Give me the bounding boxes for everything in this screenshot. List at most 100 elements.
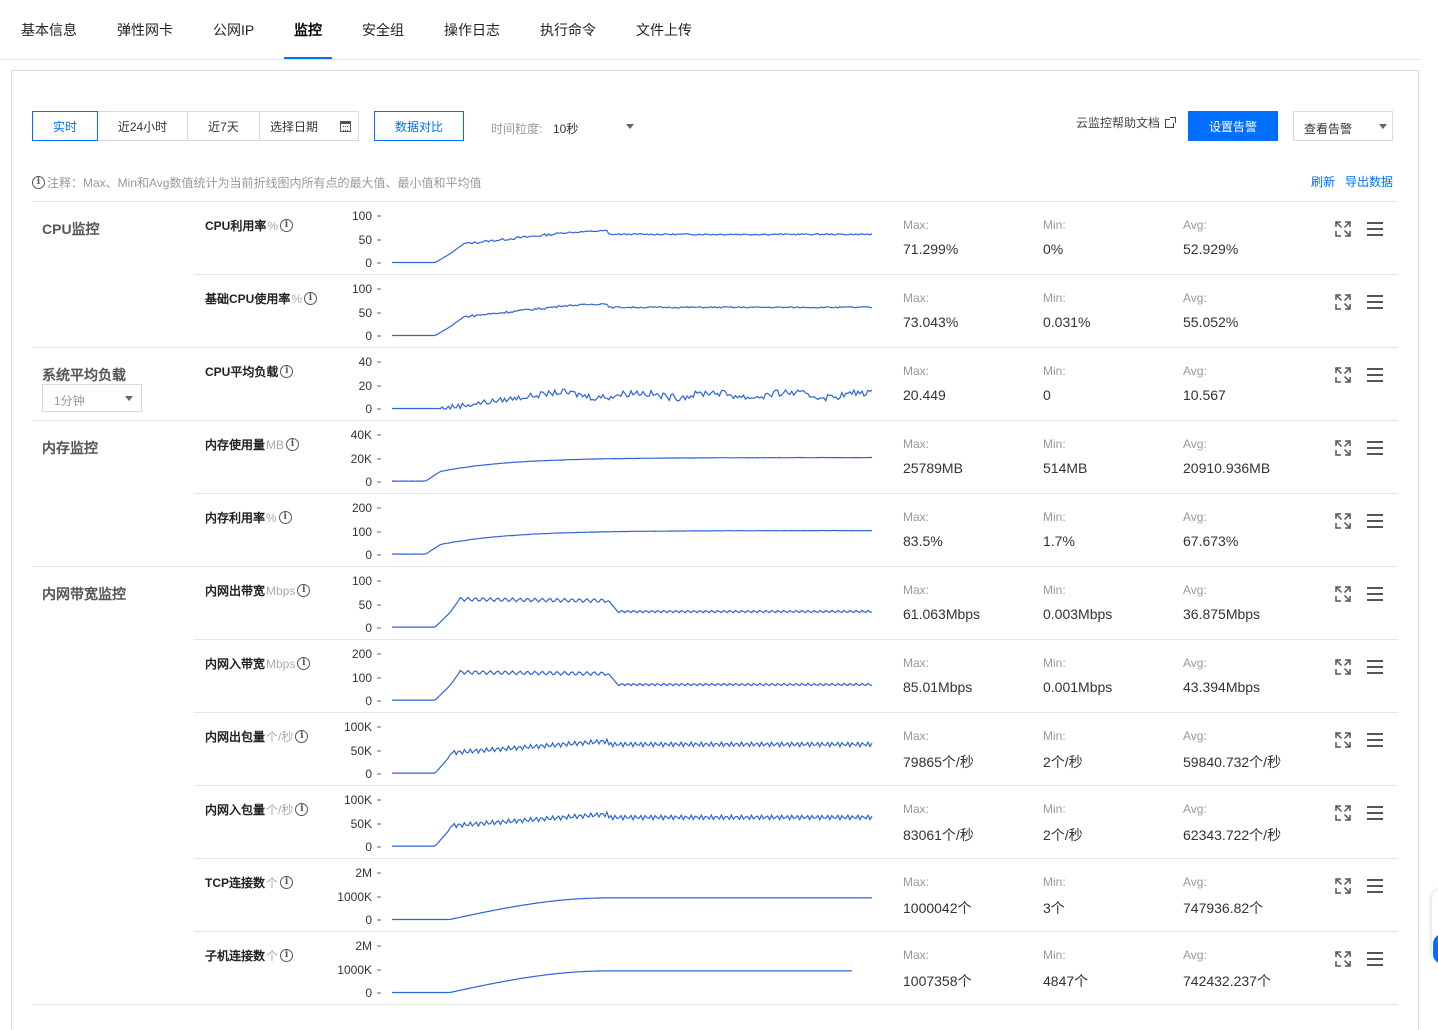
- metric-sparkline[interactable]: 2M 1000K 0: [337, 863, 879, 927]
- info-icon[interactable]: i: [280, 949, 294, 962]
- metric-title: 基础CPU使用率: [205, 292, 291, 306]
- info-icon[interactable]: i: [280, 365, 294, 378]
- min-label: Min:: [1043, 364, 1066, 378]
- tab-1[interactable]: 弹性网卡: [117, 22, 173, 38]
- export-data-link[interactable]: 导出数据: [1345, 175, 1394, 189]
- metric-name: 内网入包量 个/秒 i: [205, 801, 309, 818]
- menu-icon[interactable]: [1367, 951, 1383, 967]
- tab-7[interactable]: 文件上传: [636, 22, 692, 38]
- granularity-select[interactable]: 10秒: [548, 111, 638, 141]
- series-line: [392, 596, 873, 628]
- info-icon[interactable]: i: [297, 584, 311, 597]
- metric-sparkline[interactable]: 100 50 0: [339, 206, 879, 270]
- expand-icon[interactable]: [1335, 221, 1351, 237]
- metric-sparkline[interactable]: 100K 50K 0: [339, 790, 879, 854]
- date-picker[interactable]: 选择日期: [259, 111, 359, 141]
- expand-icon[interactable]: [1335, 805, 1351, 821]
- tab-2[interactable]: 公网IP: [213, 22, 255, 38]
- y-tick-label: 0: [365, 475, 372, 489]
- y-tick-label: 0: [365, 913, 372, 927]
- info-icon[interactable]: i: [297, 657, 311, 670]
- expand-icon[interactable]: [1335, 878, 1351, 894]
- tab-0[interactable]: 基本信息: [21, 22, 77, 38]
- floating-side-tab[interactable]: [1432, 890, 1438, 960]
- expand-icon[interactable]: [1335, 659, 1351, 675]
- range-7d-button[interactable]: 近7天: [187, 111, 260, 141]
- max-label: Max:: [903, 510, 930, 524]
- metric-name: 子机连接数个 i: [205, 947, 294, 964]
- metric-title: 内存利用率: [205, 511, 266, 525]
- help-doc-label: 云监控帮助文档: [1076, 116, 1161, 130]
- menu-icon-bar: [1367, 295, 1383, 297]
- tab-3[interactable]: 监控: [294, 22, 322, 38]
- menu-icon[interactable]: [1367, 805, 1383, 821]
- data-compare-button[interactable]: 数据对比: [374, 111, 464, 141]
- metric-title: CPU平均负载: [205, 365, 279, 379]
- max-value: 83061个/秒: [903, 827, 974, 843]
- info-icon[interactable]: i: [286, 438, 300, 451]
- min-value: 4847个: [1043, 973, 1089, 989]
- metric-sparkline[interactable]: 2M 1000K 0: [337, 936, 879, 1000]
- metric-row: CPU利用率% i 100 50 0 Max: 71.299% Min: 0% Avg: 52.92…: [194, 201, 1398, 274]
- expand-icon[interactable]: [1335, 951, 1351, 967]
- avg-value: 52.929%: [1183, 241, 1239, 257]
- metric-row: 内网出包量 个/秒 i 100K 50K 0 Max: 79865个/秒 Min: 2个/秒 Avg…: [194, 712, 1398, 785]
- chevron-down-icon: [125, 396, 133, 401]
- metric-sparkline[interactable]: 40K 20K 0: [339, 425, 879, 489]
- menu-icon[interactable]: [1367, 878, 1383, 894]
- expand-icon[interactable]: [1335, 732, 1351, 748]
- monitor-panel: 实时 近24小时 近7天 选择日期 数据对比 时间粒度: 10秒 云监控帮助文档…: [11, 70, 1419, 1030]
- menu-icon[interactable]: [1367, 440, 1383, 456]
- info-icon[interactable]: i: [295, 730, 309, 743]
- expand-icon[interactable]: [1335, 367, 1351, 383]
- info-icon[interactable]: i: [278, 511, 292, 524]
- max-label: Max:: [903, 583, 930, 597]
- max-label: Max:: [903, 656, 930, 670]
- y-tick-label: 200: [352, 647, 372, 661]
- series-line: [392, 970, 852, 994]
- info-icon[interactable]: i: [280, 876, 294, 889]
- load-period-select[interactable]: 1分钟: [42, 384, 142, 412]
- metric-row: 内存利用率% i 200 100 0 Max: 83.5% Min: 1.7% Avg: 67.67…: [194, 493, 1398, 566]
- avg-value: 43.394Mbps: [1183, 679, 1261, 695]
- tab-5[interactable]: 操作日志: [444, 22, 500, 38]
- menu-icon-bar: [1367, 660, 1383, 662]
- tab-6[interactable]: 执行命令: [540, 22, 596, 38]
- menu-icon[interactable]: [1367, 221, 1383, 237]
- menu-icon[interactable]: [1367, 586, 1383, 602]
- help-doc-link[interactable]: 云监控帮助文档: [1076, 114, 1177, 131]
- range-24h-button[interactable]: 近24小时: [97, 111, 188, 141]
- floating-side-button[interactable]: [1433, 934, 1438, 964]
- expand-icon[interactable]: [1335, 513, 1351, 529]
- group-divider: [32, 566, 1398, 567]
- y-tick-label: 2M: [355, 939, 372, 953]
- menu-icon[interactable]: [1367, 732, 1383, 748]
- date-picker-label: 选择日期: [270, 119, 319, 134]
- metric-sparkline[interactable]: 100K 50K 0: [339, 717, 879, 781]
- menu-icon[interactable]: [1367, 659, 1383, 675]
- metric-sparkline[interactable]: 100 50 0: [339, 279, 879, 343]
- metric-sparkline[interactable]: 200 100 0: [339, 644, 879, 708]
- expand-icon[interactable]: [1335, 586, 1351, 602]
- view-alarm-select[interactable]: 查看告警: [1293, 111, 1393, 141]
- granularity-label: 时间粒度:: [491, 122, 543, 136]
- expand-icon[interactable]: [1335, 440, 1351, 456]
- metric-sparkline[interactable]: 100 50 0: [339, 571, 879, 635]
- expand-icon[interactable]: [1335, 294, 1351, 310]
- range-realtime-button[interactable]: 实时: [32, 111, 98, 141]
- set-alarm-button[interactable]: 设置告警: [1188, 111, 1278, 141]
- metric-sparkline[interactable]: 40 20 0: [339, 352, 879, 416]
- tab-4[interactable]: 安全组: [362, 22, 404, 38]
- info-icon[interactable]: i: [280, 219, 294, 232]
- menu-icon[interactable]: [1367, 294, 1383, 310]
- info-icon[interactable]: i: [295, 803, 309, 816]
- menu-icon[interactable]: [1367, 513, 1383, 529]
- metric-title: 内网出带宽: [205, 584, 266, 598]
- max-label: Max:: [903, 802, 930, 816]
- info-icon[interactable]: i: [304, 292, 318, 305]
- metric-name: 内网出带宽 Mbps i: [205, 582, 311, 599]
- menu-icon[interactable]: [1367, 367, 1383, 383]
- refresh-link[interactable]: 刷新: [1311, 175, 1336, 189]
- metric-sparkline[interactable]: 200 100 0: [339, 498, 879, 562]
- y-tick-label: 200: [352, 501, 372, 515]
